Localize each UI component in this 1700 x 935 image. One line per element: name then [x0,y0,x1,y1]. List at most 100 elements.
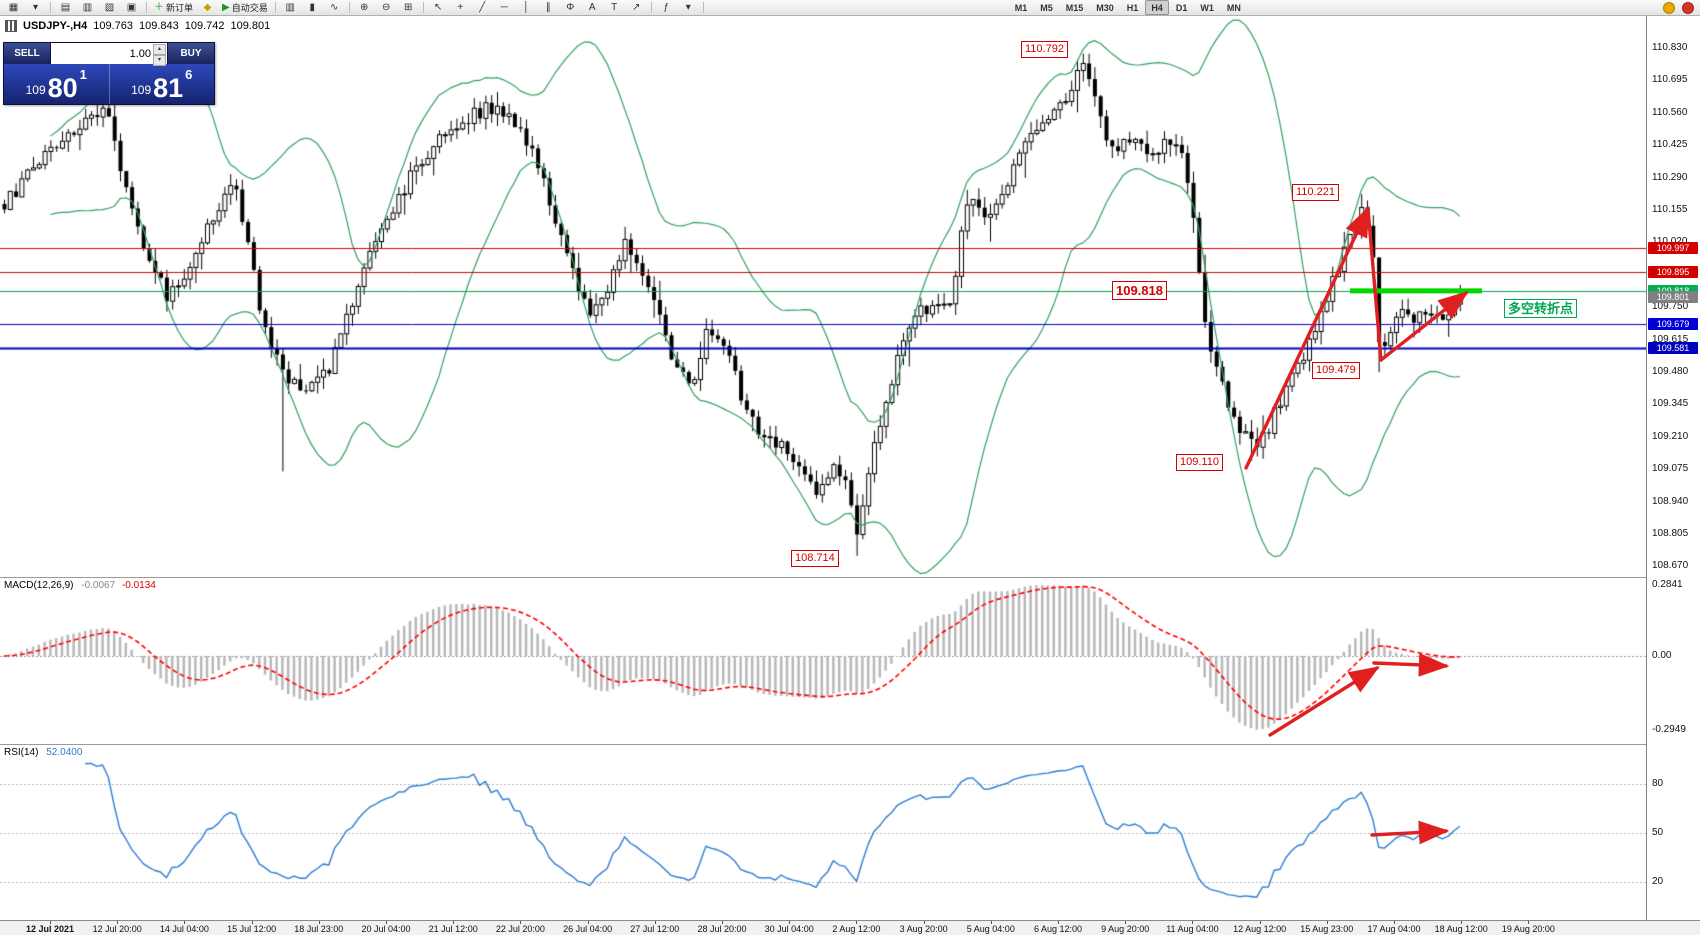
toolbar-market-watch-button[interactable]: ▤ [55,0,76,16]
toolbar-horizontal-line-button[interactable]: ─ [494,0,515,16]
toolbar-equidistant-channel-button[interactable]: ∥ [538,0,559,16]
new-order-label: 新订单 [166,3,194,13]
timeframe-mn[interactable]: MN [1226,2,1241,13]
time-tick [1326,921,1328,924]
time-tick [990,921,992,924]
toolbar-separator [702,2,704,13]
rsi-panel-canvas[interactable] [0,745,1646,920]
toolbar-autotrading-button[interactable]: ▶ 自动交易 [219,0,271,16]
time-label: 27 Jul 12:00 [630,924,680,934]
toolbar-new-order-button[interactable]: ＋新订单 [151,0,196,16]
volume-increase-button[interactable]: ▴ [153,44,166,55]
timeframe-m1[interactable]: M1 [1014,2,1028,13]
sell-button[interactable]: SELL [4,43,50,64]
time-label: 15 Jul 12:00 [227,924,277,934]
toolbar-text-label-button[interactable]: T [604,0,625,16]
autotrading-icon: ▶ [222,1,230,13]
toolbar-metaeditor-button[interactable]: ◆ [197,0,218,16]
macd-scale-label: 0.2841 [1652,578,1683,590]
toolbar-text-button[interactable]: A [582,0,603,16]
panel-separator[interactable] [0,744,1700,745]
alert-red-icon[interactable] [1682,1,1694,14]
buy-button[interactable]: BUY [168,43,214,64]
toolbar-new-chart-button[interactable]: ▦ [3,0,24,16]
toolbar-templates-button[interactable]: ▾ [678,0,699,16]
time-tick [789,921,791,924]
timeframe-h4[interactable]: H4 [1145,0,1169,15]
time-axis[interactable]: 12 Jul 2021 12 Jul 20:00 14 Jul 04:00 15 Ju… [0,920,1700,935]
toolbar-arrows-button[interactable]: ↗ [626,0,647,16]
text-icon: A [588,1,596,13]
time-tick [117,921,119,924]
price-tick: 110.695 [1652,74,1688,86]
time-label: 15 Aug 23:00 [1300,924,1354,934]
timeframe-m30[interactable]: M30 [1096,2,1114,13]
cursor-icon: ↖ [434,1,443,13]
time-tick [50,921,51,924]
toolbar-separator [274,2,276,13]
timeframe-d1[interactable]: D1 [1175,2,1188,13]
toolbar-zoom-out-button[interactable]: ⊖ [376,0,397,16]
main-chart-canvas[interactable] [0,16,1646,577]
rsi-scale-label: 20 [1652,876,1664,888]
rsi-scale-label: 80 [1652,777,1664,789]
time-tick [318,921,320,924]
toolbar-vertical-line-button[interactable]: │ [516,0,537,16]
chart-icon [5,20,17,32]
price-tick: 110.425 [1652,139,1688,151]
time-label: 2 Aug 12:00 [832,924,881,934]
sell-price-button[interactable]: 109 80 1 [4,64,110,104]
rsi-label: RSI(14) 52.0400 [4,747,82,758]
price-tick: 110.290 [1652,171,1688,183]
time-label: 12 Jul 2021 [25,924,75,934]
chart-candles-icon: ▮ [309,1,315,13]
buy-price-button[interactable]: 109 81 6 [110,64,215,104]
panel-separator[interactable] [0,577,1700,578]
toolbar-zoom-in-button[interactable]: ⊕ [354,0,375,16]
zoom-in-icon: ⊕ [360,1,369,13]
alert-yellow-icon[interactable] [1663,1,1675,14]
price-tick: 109.615 [1652,333,1689,345]
toolbar-cursor-button[interactable]: ↖ [428,0,449,16]
ohlc-close: 109.801 [230,20,271,32]
tile-windows-icon: ⊞ [404,1,413,13]
time-tick [1192,921,1194,924]
toolbar-trendline-button[interactable]: ╱ [472,0,493,16]
time-label: 18 Jul 23:00 [294,924,344,934]
macd-label: MACD(12,26,9) -0.0067 -0.0134 [4,580,156,591]
toolbar-crosshair-button[interactable]: + [450,0,471,16]
volume-decrease-button[interactable]: ▾ [153,55,166,66]
timeframe-w1[interactable]: W1 [1200,2,1214,13]
toolbar-chart-line-button[interactable]: ∿ [324,0,345,16]
timeframe-m15[interactable]: M15 [1065,2,1084,13]
volume-input[interactable] [51,43,167,64]
toolbar-data-window-button[interactable]: ▥ [77,0,98,16]
price-tick: 108.805 [1652,528,1689,539]
price-tick: 108.940 [1652,495,1689,507]
timeframe-h1[interactable]: H1 [1126,2,1139,13]
toolbar-chart-candles-button[interactable]: ▮ [302,0,323,16]
price-tick: 109.345 [1652,398,1689,410]
toolbar-navigator-button[interactable]: ▧ [99,0,120,16]
toolbar-indicators-button[interactable]: ƒ [656,0,677,16]
toolbar-chart-bars-button[interactable]: ▥ [280,0,301,16]
macd-scale-label: -0.2949 [1652,723,1686,735]
toolbar-profiles-button[interactable]: ▾ [25,0,46,16]
timeframe-m5[interactable]: M5 [1040,2,1053,13]
price-badge: 109.801 [1648,290,1698,303]
macd-panel-canvas[interactable] [0,578,1646,744]
toolbar-separator [422,2,424,13]
toolbar-terminal-button[interactable]: ▣ [121,0,142,16]
rsi-name: RSI(14) [4,747,39,758]
time-tick [722,921,723,924]
time-label: 21 Jul 12:00 [428,924,478,934]
time-label: 9 Aug 20:00 [1101,924,1150,934]
zoom-out-icon: ⊖ [382,1,391,13]
ohlc-open: 109.763 [93,20,133,32]
sell-price-sup: 1 [79,67,87,82]
toolbar-fibonacci-button[interactable]: Φ [560,0,581,16]
toolbar-tile-windows-button[interactable]: ⊞ [398,0,419,16]
price-axis[interactable]: 110.830 110.695 110.560 110.425 110.290 110.1… [1646,16,1700,920]
one-click-trading-panel: SELL ▴ ▾ BUY 109 80 1 109 81 6 [3,42,215,105]
